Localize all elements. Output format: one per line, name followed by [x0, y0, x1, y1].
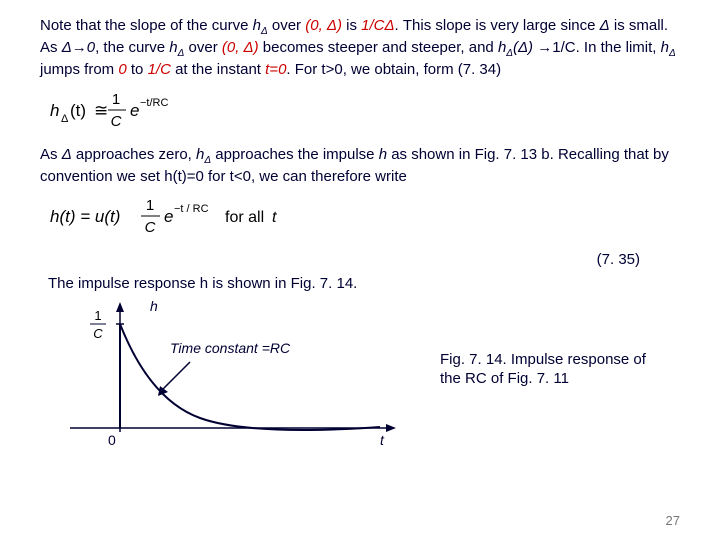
svg-text:for all: for all	[225, 209, 264, 226]
svg-text:C: C	[93, 326, 103, 341]
figure-7-14: 1 C h Time constant =RC 0 t Fig. 7. 14. …	[40, 300, 680, 470]
impulse-response-graph: 1 C	[40, 300, 410, 460]
svg-text:h(t) = u(t): h(t) = u(t)	[50, 207, 120, 226]
svg-text:1: 1	[146, 197, 154, 214]
origin-label: 0	[108, 432, 116, 448]
svg-text:(t): (t)	[70, 101, 86, 120]
svg-text:−t/RC: −t/RC	[140, 97, 168, 109]
h-axis-label: h	[150, 298, 158, 314]
svg-text:t: t	[272, 209, 277, 226]
svg-text:e: e	[130, 101, 139, 120]
figure-caption: Fig. 7. 14. Impulse response of the RC o…	[440, 350, 650, 389]
page-number: 27	[666, 513, 680, 528]
t-axis-label: t	[380, 432, 384, 448]
paragraph-3: The impulse response h is shown in Fig. …	[48, 274, 680, 294]
formula-1: h Δ (t) ≅ 1 C e −t/RC	[50, 88, 680, 137]
svg-text:−t / RC: −t / RC	[174, 203, 209, 215]
equation-number: (7. 35)	[40, 251, 640, 268]
svg-text:e: e	[164, 207, 173, 226]
time-constant-label: Time constant =RC	[170, 340, 290, 356]
paragraph-1: Note that the slope of the curve hΔ over…	[40, 16, 680, 80]
paragraph-2: As Δ approaches zero, hΔ approaches the …	[40, 145, 680, 187]
svg-text:h: h	[50, 101, 59, 120]
svg-text:1: 1	[94, 308, 101, 323]
svg-text:≅: ≅	[94, 101, 108, 120]
svg-text:C: C	[145, 219, 156, 236]
svg-text:1: 1	[112, 91, 120, 108]
svg-text:C: C	[111, 113, 122, 130]
svg-text:Δ: Δ	[61, 113, 69, 125]
formula-2: h(t) = u(t) 1 C e −t / RC for all t	[50, 194, 680, 243]
